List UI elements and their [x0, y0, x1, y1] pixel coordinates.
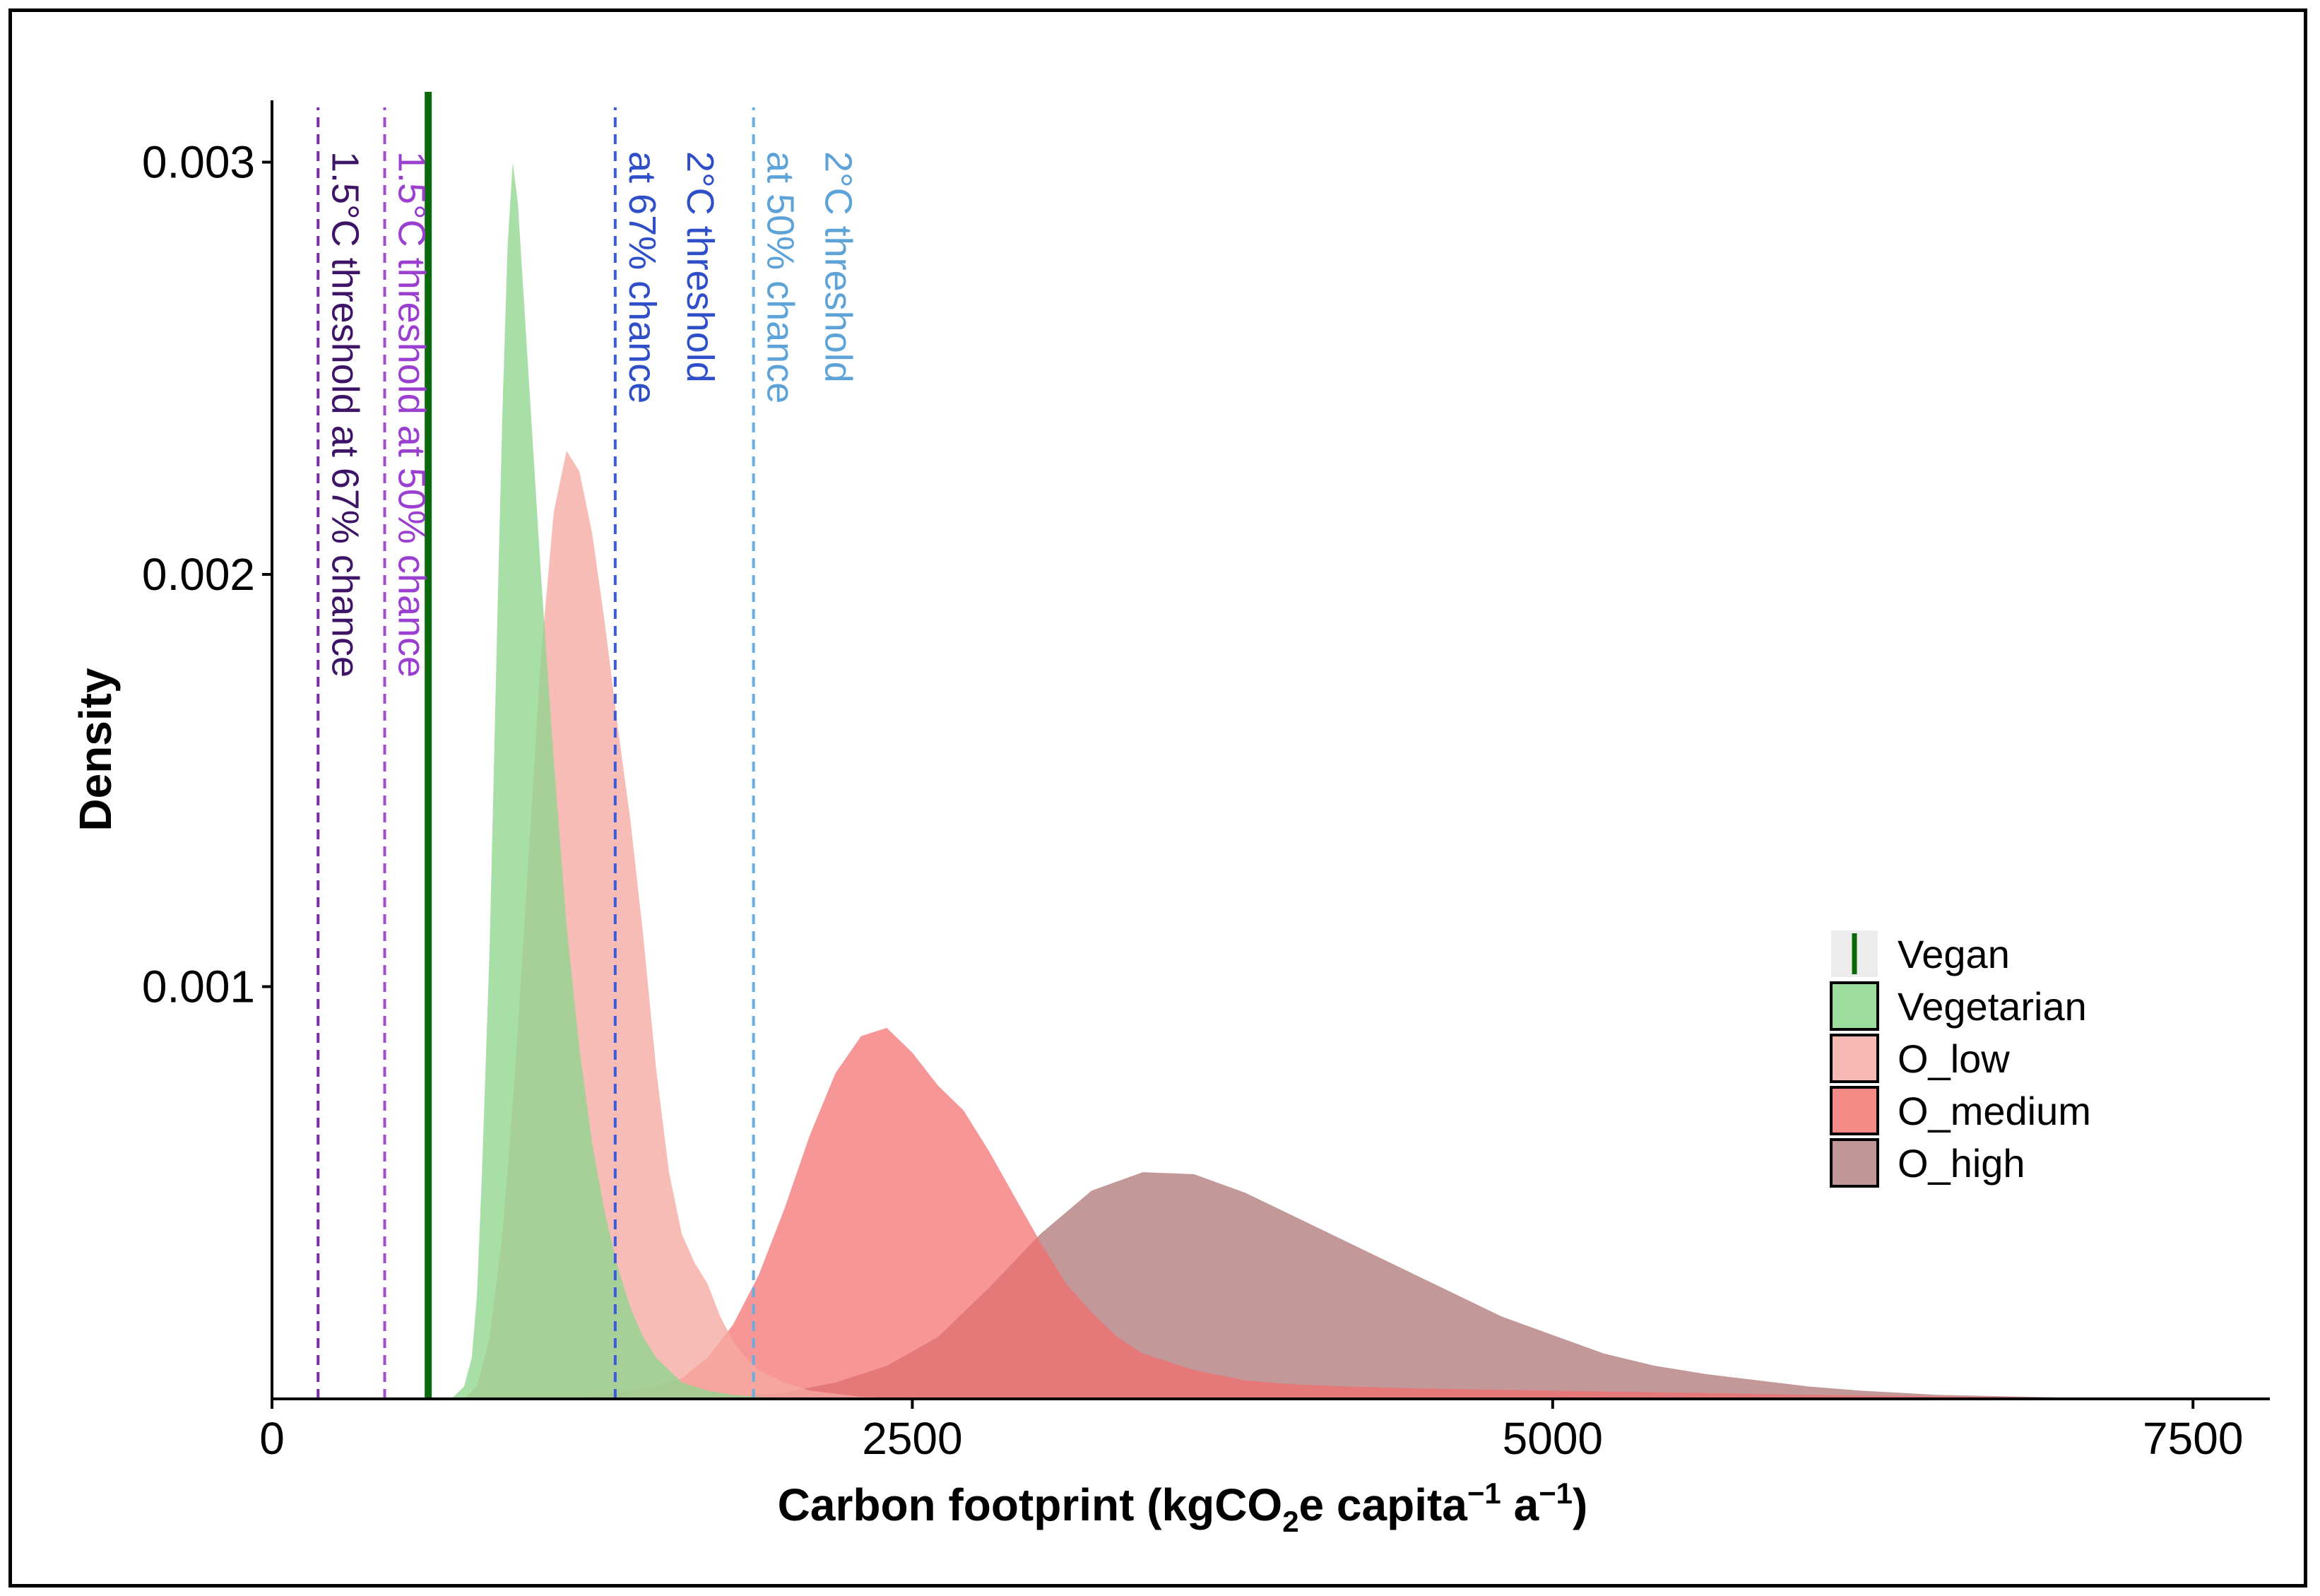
x-tick-label: 7500	[2143, 1413, 2243, 1464]
legend-label: O_high	[1898, 1141, 2025, 1186]
threshold-1-5c-50-label: 1.5°C threshold at 50% chance	[391, 151, 433, 678]
threshold-2c-50-label: at 50% chance	[759, 151, 802, 403]
legend: Vegan Vegetarian O_low O_medium O_high	[1830, 930, 2091, 1188]
threshold-lines: 1.5°C threshold at 67% chance 1.5°C thres…	[316, 92, 860, 1399]
legend-key-vegetarian	[1830, 981, 1879, 1031]
legend-item-o-high: O_high	[1830, 1138, 2025, 1188]
legend-item-o-low: O_low	[1830, 1034, 2010, 1083]
y-axis-title: Density	[70, 668, 121, 832]
axes: 0 2500 5000 7500 0.001 0.002 0.003	[142, 100, 2270, 1464]
threshold-1-5c-67-label: 1.5°C threshold at 67% chance	[324, 151, 366, 678]
legend-item-vegan: Vegan	[1831, 930, 2010, 977]
x-tick-label: 5000	[1503, 1413, 1603, 1464]
legend-label: Vegan	[1898, 932, 2010, 976]
legend-label: O_medium	[1898, 1089, 2091, 1133]
density-area-o-medium	[553, 1027, 2142, 1399]
figure-frame: 1.5°C threshold at 67% chance 1.5°C thres…	[8, 8, 2307, 1588]
legend-key-o-high	[1830, 1138, 1879, 1188]
threshold-2c-50-label: 2°C threshold	[817, 151, 860, 383]
density-area-vegetarian	[451, 162, 785, 1399]
legend-item-vegetarian: Vegetarian	[1830, 981, 2087, 1031]
legend-key-o-low	[1830, 1034, 1879, 1083]
legend-label: Vegetarian	[1898, 984, 2087, 1029]
x-tick-label: 2500	[862, 1413, 962, 1464]
y-tick-label: 0.001	[142, 962, 255, 1012]
x-tick-label: 0	[259, 1413, 285, 1464]
y-tick-label: 0.002	[142, 549, 255, 600]
legend-key-o-medium	[1830, 1086, 1879, 1135]
density-chart: 1.5°C threshold at 67% chance 1.5°C thres…	[70, 92, 2270, 1538]
legend-item-o-medium: O_medium	[1830, 1086, 2091, 1135]
y-tick-label: 0.003	[142, 137, 255, 188]
threshold-2c-67-label: 2°C threshold	[679, 151, 721, 383]
series-layer	[451, 162, 2194, 1399]
legend-label: O_low	[1898, 1036, 2010, 1081]
threshold-2c-67-label: at 67% chance	[621, 151, 663, 403]
x-axis-title: Carbon footprint (kgCO2e capita−1 a−1)	[778, 1477, 1588, 1538]
